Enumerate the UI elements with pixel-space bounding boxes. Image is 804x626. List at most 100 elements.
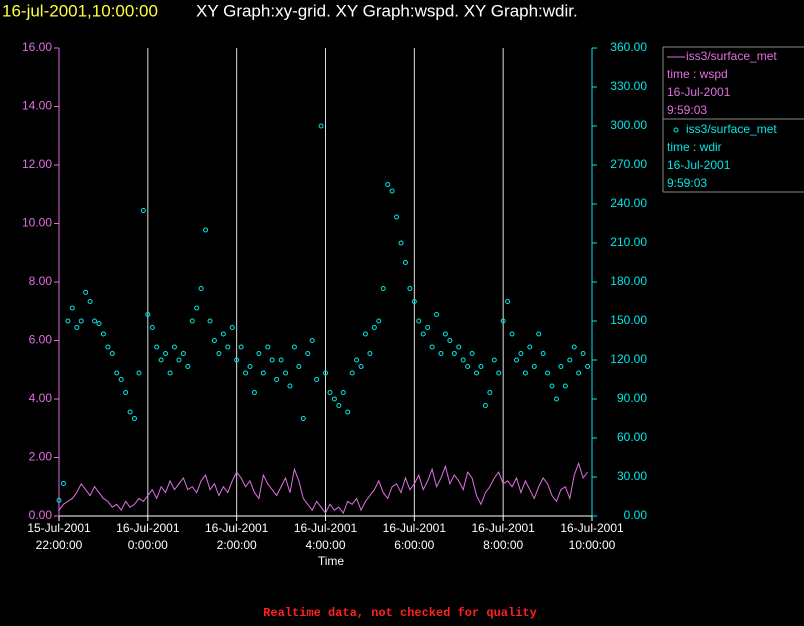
data-point bbox=[78, 318, 84, 324]
data-point bbox=[225, 344, 231, 350]
data-point bbox=[314, 377, 320, 382]
data-point bbox=[545, 370, 551, 376]
x-tick-label: 2:00:00 bbox=[217, 538, 257, 552]
data-point bbox=[531, 364, 537, 369]
data-point bbox=[398, 240, 404, 246]
data-point bbox=[74, 325, 80, 330]
data-point bbox=[429, 344, 435, 350]
y2-tick-label: 240.00 bbox=[610, 196, 647, 210]
data-point bbox=[549, 383, 555, 389]
data-point bbox=[456, 344, 462, 350]
data-line bbox=[58, 461, 588, 515]
data-point bbox=[354, 357, 360, 363]
legend-label: 9:59:03 bbox=[667, 103, 707, 117]
data-point bbox=[518, 351, 524, 356]
data-point bbox=[442, 331, 448, 337]
data-point bbox=[220, 331, 226, 337]
x-tick-label: 15-Jul-2001 bbox=[27, 521, 91, 535]
y-tick-label: 16.00 bbox=[22, 40, 52, 54]
data-point bbox=[553, 396, 559, 402]
data-point bbox=[394, 214, 400, 220]
x-tick-label: 16-Jul-2001 bbox=[205, 521, 269, 535]
x-tick-label: 16-Jul-2001 bbox=[294, 521, 358, 535]
y-tick-label: 0.00 bbox=[29, 508, 53, 522]
data-point bbox=[65, 318, 71, 324]
data-point bbox=[331, 396, 337, 402]
data-point bbox=[56, 497, 62, 503]
data-point bbox=[500, 318, 506, 324]
y-tick-label: 12.00 bbox=[22, 157, 52, 171]
data-point bbox=[216, 351, 222, 356]
y2-tick-label: 270.00 bbox=[610, 157, 647, 171]
data-point bbox=[576, 370, 582, 376]
data-point bbox=[513, 357, 519, 363]
data-point bbox=[465, 364, 471, 369]
data-point bbox=[469, 351, 475, 356]
data-point bbox=[189, 318, 195, 324]
data-point bbox=[434, 312, 440, 317]
data-point bbox=[385, 182, 391, 187]
x-tick-label: 16-Jul-2001 bbox=[383, 521, 447, 535]
data-point bbox=[154, 344, 160, 350]
data-point bbox=[522, 370, 528, 376]
data-point bbox=[540, 351, 546, 356]
data-point bbox=[278, 357, 284, 363]
x-tick-label: 16-Jul-2001 bbox=[471, 521, 535, 535]
y-tick-label: 4.00 bbox=[29, 391, 53, 405]
data-point bbox=[585, 364, 591, 369]
data-point bbox=[527, 344, 533, 350]
x-tick-label: 22:00:00 bbox=[36, 538, 83, 552]
data-point bbox=[487, 390, 493, 395]
y2-tick-label: 90.00 bbox=[617, 391, 647, 405]
data-point bbox=[300, 416, 306, 421]
chart-subtitle: XY Graph:xy-grid. XY Graph:wspd. XY Grap… bbox=[196, 1, 578, 20]
x-axis-label: Time bbox=[318, 554, 345, 568]
data-point bbox=[478, 364, 484, 369]
data-point bbox=[194, 305, 200, 311]
data-point bbox=[185, 364, 191, 369]
data-point bbox=[438, 351, 444, 356]
data-point bbox=[100, 331, 106, 337]
data-point bbox=[567, 357, 573, 363]
legend-label: iss3/surface_met bbox=[686, 49, 777, 63]
data-point bbox=[536, 331, 542, 337]
data-point bbox=[238, 344, 244, 350]
x-tick-label: 10:00:00 bbox=[569, 538, 616, 552]
chart-title: 16-jul-2001,10:00:00 bbox=[2, 1, 158, 20]
data-point bbox=[509, 331, 515, 337]
data-point bbox=[167, 370, 173, 376]
data-point bbox=[256, 351, 262, 356]
x-tick-label: 0:00:00 bbox=[128, 538, 168, 552]
x-tick-label: 4:00:00 bbox=[305, 538, 345, 552]
data-point bbox=[229, 325, 235, 330]
data-point bbox=[491, 357, 497, 363]
data-point bbox=[291, 344, 297, 350]
data-point bbox=[425, 325, 431, 330]
y2-tick-label: 210.00 bbox=[610, 235, 647, 249]
y-tick-label: 2.00 bbox=[29, 450, 53, 464]
data-point bbox=[362, 331, 368, 337]
data-point bbox=[460, 357, 466, 363]
x-tick-label: 16-Jul-2001 bbox=[116, 521, 180, 535]
data-point bbox=[340, 390, 346, 395]
data-point bbox=[451, 351, 457, 356]
data-point bbox=[203, 227, 209, 233]
data-point bbox=[345, 409, 351, 415]
data-point bbox=[123, 390, 129, 395]
data-point bbox=[558, 364, 564, 369]
data-point bbox=[211, 338, 217, 343]
y2-tick-label: 330.00 bbox=[610, 79, 647, 93]
y2-tick-label: 180.00 bbox=[610, 274, 647, 288]
data-point bbox=[118, 377, 124, 382]
data-point bbox=[336, 403, 342, 408]
data-point bbox=[474, 370, 480, 376]
data-point bbox=[420, 331, 426, 337]
data-point bbox=[127, 409, 133, 415]
data-point bbox=[358, 364, 364, 369]
data-point bbox=[247, 364, 253, 369]
data-point bbox=[327, 390, 333, 395]
y2-tick-label: 360.00 bbox=[610, 40, 647, 54]
data-point bbox=[60, 481, 66, 486]
data-point bbox=[265, 344, 271, 350]
